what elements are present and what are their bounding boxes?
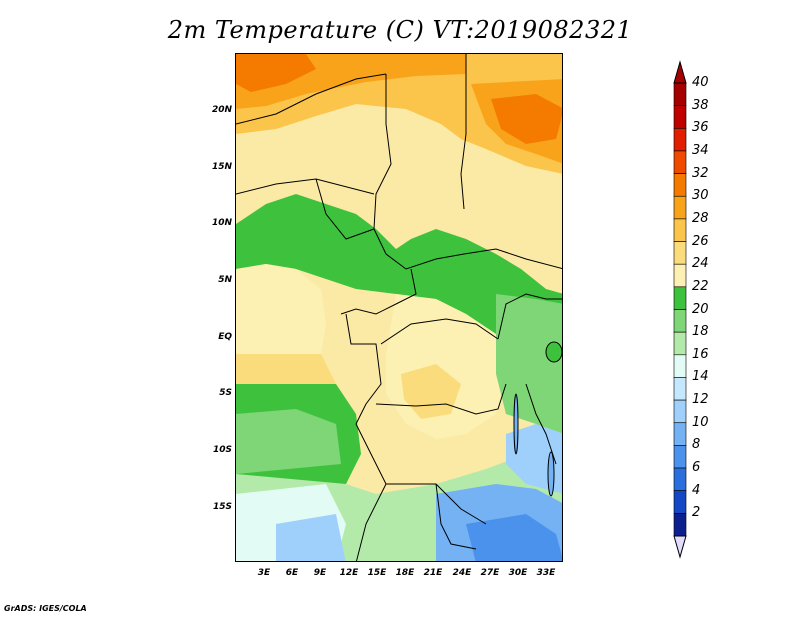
colorbar-segment xyxy=(673,513,687,537)
lon-label-9e: 9E xyxy=(313,568,327,578)
lat-label-20n: 20N xyxy=(211,105,232,115)
lat-label-10n: 10N xyxy=(211,218,232,228)
colorbar-label: 14 xyxy=(692,369,709,385)
colorbar-label: 22 xyxy=(692,278,709,294)
colorbar-segment xyxy=(673,377,687,401)
colorbar-segment xyxy=(673,173,687,197)
colorbar-segment xyxy=(673,286,687,310)
colorbar-label: 24 xyxy=(692,256,709,272)
colorbar-label: 32 xyxy=(692,165,709,181)
lat-label-5s: 5S xyxy=(219,388,232,398)
colorbar-label: 38 xyxy=(692,97,709,113)
colorbar-segment xyxy=(673,82,687,106)
colorbar-label: 34 xyxy=(692,142,709,158)
congo-hot-spot xyxy=(401,364,461,419)
colorbar-label: 2 xyxy=(692,505,701,521)
colorbar-label: 36 xyxy=(692,120,709,136)
colorbar-segment xyxy=(673,195,687,220)
map-surface xyxy=(236,54,562,561)
colorbar-segment xyxy=(673,399,687,424)
country-borders xyxy=(236,54,562,561)
green-band xyxy=(236,194,562,354)
colorbar-segment xyxy=(673,309,687,333)
colorbar-label: 26 xyxy=(692,233,709,249)
hot-core-east xyxy=(491,94,562,144)
lon-label-30e: 30E xyxy=(508,568,528,578)
colorbar-segment xyxy=(673,445,687,469)
hot-core-west xyxy=(236,54,316,92)
lon-label-18e: 18E xyxy=(395,568,415,578)
colorbar-label: 16 xyxy=(692,346,709,362)
colorbar-segment xyxy=(673,105,687,129)
gulf-warm-area xyxy=(236,264,326,354)
colorbar-top-arrow xyxy=(673,60,687,84)
colorbar-bottom-arrow xyxy=(673,535,687,559)
colorbar-label: 10 xyxy=(692,414,709,430)
lon-label-21e: 21E xyxy=(423,568,443,578)
colorbar-label: 28 xyxy=(692,210,709,226)
colorbar-label: 8 xyxy=(692,437,701,453)
lat-label-15s: 15S xyxy=(212,502,232,512)
east-africa-green xyxy=(496,294,562,434)
lat-label-10s: 10S xyxy=(212,445,232,455)
temperature-map xyxy=(235,53,563,562)
south-atlantic-light-green xyxy=(236,409,341,474)
lon-label-12e: 12E xyxy=(339,568,359,578)
southern-ocean-blue xyxy=(276,514,346,561)
colorbar-segment xyxy=(673,241,687,265)
colorbar-label: 30 xyxy=(692,188,709,204)
colorbar-segment xyxy=(673,467,687,491)
colorbar-label: 18 xyxy=(692,324,709,340)
ocean-warm-band xyxy=(236,354,336,384)
lon-label-24e: 24E xyxy=(452,568,472,578)
colorbar-label: 12 xyxy=(692,392,709,408)
colorbar-segment xyxy=(673,218,687,242)
colorbar-segment xyxy=(673,128,687,152)
colorbar-segment xyxy=(673,263,687,288)
colorbar-segment xyxy=(673,422,687,446)
colorbar-label: 40 xyxy=(692,75,709,90)
lon-label-27e: 27E xyxy=(480,568,500,578)
colorbar-label: 4 xyxy=(692,482,701,498)
lon-label-3e: 3E xyxy=(257,568,271,578)
lon-label-33e: 33E xyxy=(536,568,556,578)
southeast-deep-blue xyxy=(466,514,562,561)
lat-label-5n: 5N xyxy=(218,275,232,285)
lon-label-6e: 6E xyxy=(285,568,299,578)
lat-label-eq: EQ xyxy=(218,332,232,342)
credit-text: GrADS: IGES/COLA xyxy=(4,604,87,613)
colorbar-segments xyxy=(673,82,687,537)
lon-label-15e: 15E xyxy=(367,568,387,578)
colorbar-label: 6 xyxy=(692,460,701,475)
colorbar-segment xyxy=(673,150,687,174)
colorbar-segment xyxy=(673,354,687,378)
lakes xyxy=(513,341,562,497)
colorbar-segment xyxy=(673,490,687,514)
colorbar-segment xyxy=(673,331,687,356)
map-title: 2m Temperature (C) VT:2019082321 xyxy=(167,16,633,44)
lat-label-15n: 15N xyxy=(211,162,232,172)
colorbar-label: 20 xyxy=(692,301,709,317)
